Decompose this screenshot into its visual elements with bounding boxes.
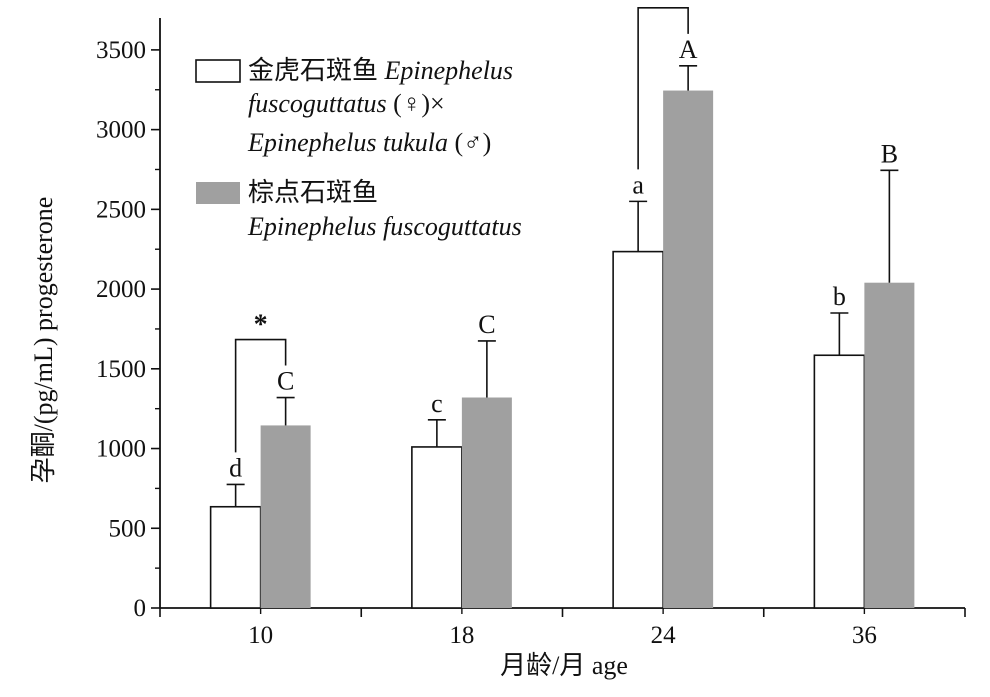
x-tick-label: 36 xyxy=(852,622,877,649)
legend-label-hybrid-genus: Epinephelus xyxy=(384,56,514,85)
y-tick-label: 2500 xyxy=(96,196,146,223)
significance-bracket xyxy=(234,338,287,453)
bar-brown-marbled xyxy=(260,425,311,608)
legend-label-hybrid-male: (♂) xyxy=(448,128,491,157)
y-axis: 0 500 1000 1500 2000 2500 3000 3500 xyxy=(96,37,160,622)
significance-letter: c xyxy=(431,389,443,418)
y-tick-label: 3500 xyxy=(96,37,146,64)
y-axis-title: 孕酮/(pg/mL) progesterone xyxy=(29,197,58,484)
x-tick-label: 24 xyxy=(651,622,677,649)
legend-label-hybrid-male-species: Epinephelus tukula xyxy=(247,128,448,157)
y-tick-label: 1000 xyxy=(96,436,146,463)
significance-letter: C xyxy=(478,310,495,339)
bar-hybrid xyxy=(813,354,866,609)
y-tick-label: 500 xyxy=(109,515,147,542)
significance-letter: C xyxy=(277,367,294,396)
legend-label-hybrid-line2: fuscoguttatus (♀)× xyxy=(248,89,445,118)
bar-hybrid xyxy=(209,505,262,609)
bars xyxy=(209,90,915,609)
bar-brown-marbled xyxy=(461,397,512,608)
bar-hybrid xyxy=(411,446,463,609)
significance-letter: d xyxy=(229,453,242,482)
significance-star: * xyxy=(656,0,670,9)
legend-swatch-brown xyxy=(196,182,240,204)
significance-letter: b xyxy=(833,282,846,311)
legend: 金虎石斑鱼 Epinephelus fuscoguttatus (♀)× Epi… xyxy=(195,56,522,241)
legend-label-hybrid-female: (♀)× xyxy=(387,89,445,118)
legend-label-hybrid-line1: 金虎石斑鱼 Epinephelus xyxy=(248,56,513,85)
error-bars xyxy=(226,65,899,507)
x-axis: 10 18 24 36 xyxy=(159,608,966,649)
bar-hybrid xyxy=(612,250,664,609)
x-axis-title: 月龄/月 age xyxy=(500,651,628,680)
legend-swatch-hybrid xyxy=(195,59,241,83)
y-tick-label: 2000 xyxy=(96,276,146,303)
legend-label-brown-line2: Epinephelus fuscoguttatus xyxy=(247,212,522,241)
significance-letters: d c a b C C A B xyxy=(229,35,898,483)
x-tick-label: 18 xyxy=(449,622,474,649)
y-tick-label: 0 xyxy=(134,595,147,622)
legend-label-brown-line1: 棕点石斑鱼 xyxy=(248,178,378,207)
significance-letter: a xyxy=(632,170,644,199)
legend-label-hybrid-species: fuscoguttatus xyxy=(248,89,387,118)
legend-label-hybrid-cn: 金虎石斑鱼 xyxy=(248,56,378,85)
significance-bracket xyxy=(637,7,689,170)
significance-brackets: ** xyxy=(234,0,689,453)
y-tick-label: 3000 xyxy=(96,117,146,144)
x-tick-label: 10 xyxy=(248,622,273,649)
significance-letter: B xyxy=(881,139,898,168)
significance-letter: A xyxy=(679,35,698,64)
bar-brown-marbled xyxy=(663,90,714,608)
y-tick-label: 1500 xyxy=(96,356,146,383)
significance-star: * xyxy=(254,310,268,341)
legend-label-hybrid-line3: Epinephelus tukula (♂) xyxy=(247,128,491,157)
bar-brown-marbled xyxy=(864,282,915,608)
